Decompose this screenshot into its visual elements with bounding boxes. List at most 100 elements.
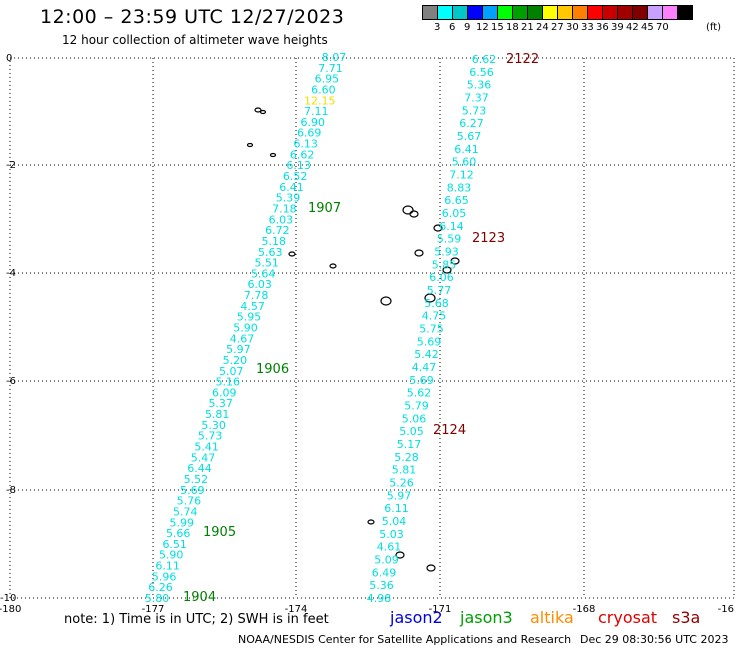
track-west-value: 5.37 [208,397,233,410]
track-east-value: 5.77 [427,284,452,297]
track-east-value: 5.36 [467,79,492,92]
track-east-value: 5.68 [424,297,449,310]
track-east-value: 7.12 [449,169,474,182]
track-west-value: 6.51 [162,538,187,551]
track-east-value: 6.62 [472,53,497,66]
track-west-value: 5.99 [170,516,195,529]
pass-time-label: 2122 [506,52,539,67]
legend-label: 15 [491,22,504,33]
pass-time-label: 1904 [183,590,216,605]
track-east-value: 5.62 [407,387,432,400]
track-east-value: 5.73 [462,104,487,117]
track-east-value: 5.04 [382,515,407,528]
track-east-value: 5.05 [399,425,424,438]
legend-label: 3 [434,22,441,33]
island-outline [367,519,375,525]
track-west-value: 6.03 [247,278,272,291]
track-east-value: 5.85 [432,258,457,271]
track-west-value: 5.90 [233,322,258,335]
legend-label: 30 [566,22,579,33]
axis-labels: 0 -2 -4 -6 -8 -10-180 -177 -174 -171 -168 -16 [0,53,734,615]
pass-time-label: 1905 [203,525,236,540]
color-scale-legend [422,5,693,20]
track-east-value: 5.97 [387,489,412,502]
track-east-value: 8.83 [447,181,472,194]
legend-label: 39 [611,22,624,33]
track-west-value: 5.81 [205,408,230,421]
pass-time-label: 1907 [308,201,341,216]
chart-subtitle: 12 hour collection of altimeter wave hei… [62,33,328,47]
island-outline [329,263,337,269]
track-east-value: 5.81 [392,464,417,477]
track-east-value: 7.37 [464,92,489,105]
island-outline [450,257,460,265]
island-outline [380,296,392,306]
track-west-value: 7.11 [304,105,329,118]
track-west-value: 5.95 [237,311,262,324]
track-west-value: 5.90 [159,549,184,562]
island-outline [414,249,424,257]
longitude-label: -174 [285,604,308,615]
track-east-value: 6.49 [372,566,397,579]
track-west-value: 5.41 [194,441,219,454]
island-outline [259,109,267,115]
island-outline [288,251,296,257]
track-west-value: 5.80 [145,592,170,605]
track-east-value: 6.41 [454,143,479,156]
track-west-value: 5.96 [152,570,177,583]
pass-time-label: 2124 [433,423,466,438]
track-west-value: 6.41 [279,181,304,194]
track-west-value: 8.07 [322,51,347,64]
island-outline [395,551,405,559]
track-west-value: 4.67 [230,332,255,345]
track-east-value: 6.27 [459,117,484,130]
legend-label: 70 [656,22,669,33]
track-east-value: 5.42 [414,348,439,361]
track-east-value: 5.06 [402,412,427,425]
track-west-value: 5.47 [191,451,216,464]
track-west-value: 5.30 [201,419,226,432]
track-west-value: 7.78 [244,289,269,302]
track-west-value: 5.16 [216,376,241,389]
pass-time-labels: 1907 1906 1905 1904 2122 2123 2124 [183,52,539,605]
legend-label: 6 [449,22,456,33]
track-east-value: 6.11 [384,502,409,515]
track-west-value: 5.07 [219,365,244,378]
pass-time-label: 1906 [256,362,289,377]
track-east-value: 5.67 [457,130,482,143]
legend-label: 45 [641,22,654,33]
footer-timestamp: Dec 29 08:30:56 UTC 2023 [580,633,729,646]
chart-title: 12:00 – 23:59 UTC 12/27/2023 [40,6,345,28]
legend-label: 33 [581,22,594,33]
track-east-value: 5.79 [404,400,429,413]
legend-label: 18 [506,22,519,33]
legend-label: 9 [464,22,471,33]
track-west-value: 6.03 [269,213,294,226]
track-west-value: 7.18 [272,203,297,216]
legend-label: 27 [551,22,564,33]
track-east-value: 6.14 [439,220,464,233]
track-east-value: 5.59 [437,233,462,246]
track-west-value: 6.72 [265,224,290,237]
legend-label: 21 [521,22,534,33]
track-east-value: 6.06 [429,271,454,284]
footer-credit: NOAA/NESDIS Center for Satellite Applica… [238,633,572,646]
track-west-value: 5.18 [262,235,287,248]
island-outline [426,564,436,572]
island-outline [424,293,436,303]
track-west-value: 6.62 [290,148,315,161]
track-west-value: 12.15 [304,94,336,107]
track-east-value: 5.93 [434,246,459,259]
track-west-value: 4.57 [240,300,265,313]
track-west-value: 6.26 [148,581,173,594]
track-west-value: 6.95 [315,73,340,86]
track-west-value: 5.69 [180,484,205,497]
track-east-value: 5.69 [409,374,434,387]
legend-label: 24 [536,22,549,33]
track-east-value: 4.75 [422,310,447,323]
longitude-label: -168 [573,604,596,615]
longitude-label: -171 [429,604,452,615]
latitude-label: -10 [0,593,16,604]
track-east-value: 4.61 [377,541,402,554]
